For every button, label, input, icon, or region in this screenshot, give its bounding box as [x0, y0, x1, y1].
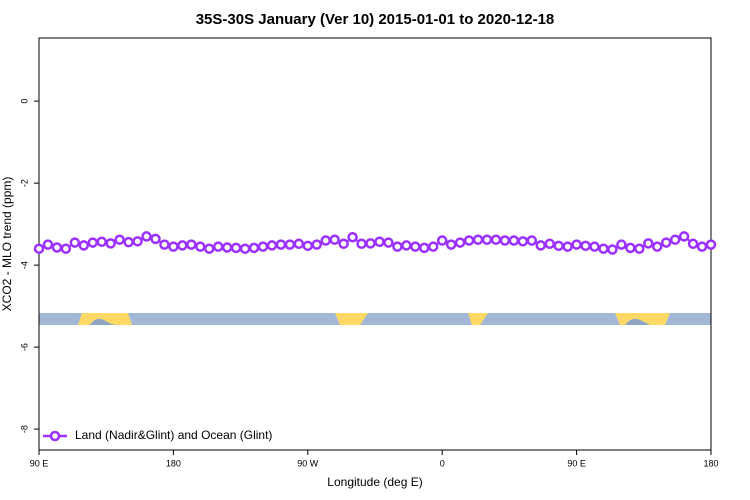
data-point	[463, 235, 475, 246]
y-tick-label: -2	[19, 179, 29, 187]
data-point	[347, 231, 358, 243]
data-point	[571, 239, 582, 250]
data-point	[634, 243, 645, 254]
data-point	[526, 235, 538, 246]
data-point	[266, 240, 278, 251]
data-point	[643, 238, 654, 249]
chart-title: 35S-30S January (Ver 10) 2015-01-01 to 2…	[196, 11, 555, 28]
data-point	[410, 241, 421, 252]
x-tick-label: 180	[703, 458, 718, 468]
data-point	[78, 240, 90, 251]
data-point	[42, 239, 54, 250]
data-point	[419, 242, 430, 254]
data-point	[472, 234, 484, 245]
data-point	[239, 243, 251, 254]
data-point	[60, 243, 72, 254]
data-point	[401, 240, 412, 251]
data-point	[212, 241, 224, 252]
data-point	[598, 243, 609, 254]
legend-label: Land (Nadir&Glint) and Ocean (Glint)	[75, 428, 272, 442]
data-point	[436, 235, 448, 246]
data-point	[33, 243, 45, 254]
y-tick-label: -6	[19, 343, 29, 351]
data-point	[195, 241, 206, 252]
data-point	[141, 231, 152, 242]
data-point	[562, 241, 573, 252]
data-point	[275, 239, 287, 250]
data-point	[660, 237, 672, 248]
data-point	[607, 244, 618, 255]
data-point	[687, 238, 699, 250]
data-point	[553, 240, 564, 252]
data-point	[311, 239, 323, 250]
data-point	[230, 242, 242, 254]
data-point	[177, 240, 188, 251]
data-point	[114, 234, 125, 245]
data-point	[186, 239, 197, 250]
data-point	[490, 234, 502, 245]
data-point	[454, 237, 466, 248]
data-point	[69, 237, 81, 248]
data-point	[284, 239, 296, 250]
data-point	[669, 234, 681, 245]
data-point	[105, 238, 116, 249]
x-tick-label: 90 W	[297, 458, 319, 468]
x-tick-label: 90 E	[567, 458, 586, 468]
y-tick-label: 0	[19, 99, 29, 104]
data-point	[356, 238, 367, 250]
data-point	[96, 236, 107, 247]
data-point	[580, 240, 591, 252]
data-point	[168, 241, 179, 252]
data-point	[544, 238, 555, 250]
x-axis-label: Longitude (deg E)	[327, 475, 422, 489]
data-point	[445, 239, 457, 250]
data-point	[320, 235, 331, 246]
data-point	[678, 231, 690, 242]
data-point	[365, 238, 376, 249]
data-point	[427, 241, 439, 252]
data-point	[508, 235, 520, 246]
data-point	[150, 233, 161, 245]
data-point	[705, 239, 717, 250]
legend-marker	[49, 430, 61, 442]
data-point	[374, 236, 385, 247]
data-point	[383, 237, 394, 248]
data-point	[616, 239, 627, 250]
data-point	[51, 242, 63, 253]
y-axis-label: XCO2 - MLO trend (ppm)	[0, 177, 14, 312]
data-point	[481, 234, 493, 245]
data-point	[302, 240, 314, 252]
data-point	[159, 239, 170, 250]
data-point	[589, 241, 600, 252]
data-point	[517, 236, 529, 247]
data-point	[221, 242, 233, 253]
data-point	[338, 238, 349, 250]
data-point	[248, 242, 260, 254]
data-point	[535, 240, 547, 251]
data-point	[499, 235, 511, 246]
land-ocean-strip	[39, 313, 711, 325]
data-point	[392, 241, 403, 252]
data-point	[625, 242, 636, 254]
x-tick-label: 180	[166, 458, 181, 468]
y-tick-label: -8	[19, 425, 29, 433]
x-tick-label: 90 E	[30, 458, 49, 468]
data-point	[293, 238, 305, 250]
data-point	[132, 236, 143, 247]
data-point	[87, 237, 99, 248]
data-point	[329, 234, 340, 245]
y-tick-label: -4	[19, 261, 29, 269]
data-point	[651, 241, 663, 252]
data-point	[696, 241, 708, 252]
data-point	[203, 243, 215, 254]
data-point	[257, 241, 269, 252]
data-point	[123, 236, 134, 248]
x-tick-label: 0	[440, 458, 445, 468]
